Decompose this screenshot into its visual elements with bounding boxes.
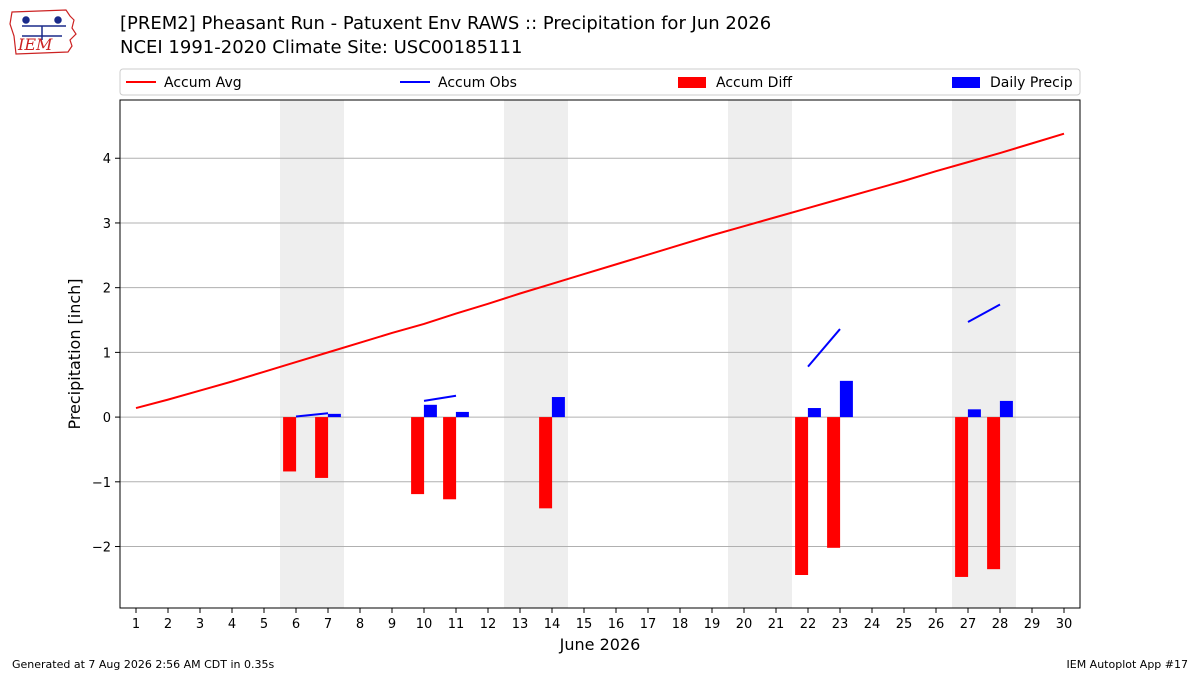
accum-diff-bar	[827, 417, 841, 548]
x-tick-label: 4	[228, 617, 236, 632]
x-tick-label: 1	[132, 617, 140, 632]
x-tick-label: 8	[356, 617, 364, 632]
x-tick-label: 10	[416, 617, 433, 632]
generated-footer: Generated at 7 Aug 2026 2:56 AM CDT in 0…	[12, 658, 275, 671]
grid-lines	[120, 157, 1080, 548]
x-tick-label: 3	[196, 617, 204, 632]
y-tick-label: −2	[92, 541, 111, 556]
daily-precip-bar	[967, 409, 981, 418]
accum-diff-bar	[539, 417, 553, 509]
x-tick-label: 23	[832, 617, 849, 632]
plot-area	[120, 100, 1080, 608]
daily-precip-bar	[423, 404, 437, 418]
legend-swatch-bar	[952, 77, 980, 88]
x-tick-label: 28	[992, 617, 1009, 632]
x-tick-label: 5	[260, 617, 268, 632]
weather-station-icon	[22, 16, 66, 40]
x-tick-label: 7	[324, 617, 332, 632]
legend-label: Accum Obs	[438, 75, 517, 91]
x-tick-label: 18	[672, 617, 689, 632]
daily-precip-bar	[455, 411, 469, 418]
y-tick-label: 3	[103, 217, 111, 232]
x-tick-label: 19	[704, 617, 721, 632]
weekend-band	[504, 100, 568, 608]
x-tick-label: 6	[292, 617, 300, 632]
weekend-shading	[280, 100, 1016, 608]
accum-diff-bar	[315, 417, 329, 478]
y-tick-label: 0	[103, 411, 111, 426]
daily-precip-bar	[999, 400, 1013, 418]
weekend-band	[728, 100, 792, 608]
accum-avg-line	[135, 132, 1065, 410]
x-tick-label: 11	[448, 617, 465, 632]
chart-title: [PREM2] Pheasant Run - Patuxent Env RAWS…	[120, 13, 772, 34]
x-tick-label: 9	[388, 617, 396, 632]
accum-diff-bar	[411, 417, 425, 495]
accum-obs-line	[423, 394, 457, 402]
x-tick-label: 25	[896, 617, 913, 632]
y-tick-label: 4	[103, 152, 111, 167]
accum-diff-bar	[795, 417, 809, 575]
chart-subtitle: NCEI 1991-2020 Climate Site: USC00185111	[120, 37, 523, 58]
weekend-band	[280, 100, 344, 608]
accum-obs-line	[295, 412, 329, 418]
x-tick-label: 12	[480, 617, 497, 632]
x-tick-label: 30	[1056, 617, 1073, 632]
daily-precip-bar	[551, 397, 565, 418]
iem-logo: IEM	[9, 9, 77, 55]
legend: Accum Avg Accum Obs Accum Diff Daily Precip	[119, 68, 1081, 96]
x-tick-label: 29	[1024, 617, 1041, 632]
plot-frame	[119, 99, 1081, 609]
lines-layer	[135, 132, 1065, 418]
x-tick-label: 16	[608, 617, 625, 632]
x-tick-label: 24	[864, 617, 881, 632]
bars-layer	[283, 380, 1013, 577]
x-tick-label: 17	[640, 617, 657, 632]
daily-precip-bar	[807, 408, 821, 418]
x-tick-label: 20	[736, 617, 753, 632]
legend-label: Daily Precip	[990, 75, 1073, 91]
axes-layer: 1 2 3 4 5 6 7 8 9 10 11 12 13 14 15 16 17 18 19 20 21 22 23 24 2…	[92, 99, 1081, 632]
y-tick-label: 2	[103, 282, 111, 297]
accum-diff-bar	[955, 417, 969, 577]
accum-obs-line	[807, 328, 841, 368]
x-tick-label: 21	[768, 617, 785, 632]
legend-swatch-bar	[678, 77, 706, 88]
legend-box	[119, 68, 1081, 96]
legend-label: Accum Avg	[164, 75, 242, 91]
accum-obs-line	[967, 303, 1001, 323]
x-tick-label: 26	[928, 617, 945, 632]
accum-diff-bar	[283, 417, 297, 472]
accum-diff-bar	[987, 417, 1001, 570]
y-axis-label: Precipitation [inch]	[65, 278, 84, 429]
x-axis-label: June 2026	[559, 635, 641, 654]
x-tick-label: 2	[164, 617, 172, 632]
accum-diff-bar	[443, 417, 457, 500]
x-tick-label: 15	[576, 617, 593, 632]
plot-background	[120, 100, 1080, 608]
y-tick-label: −1	[92, 476, 111, 491]
x-tick-label: 14	[544, 617, 561, 632]
x-tick-label: 13	[512, 617, 529, 632]
legend-label: Accum Diff	[716, 75, 792, 91]
logo-text: IEM	[17, 35, 53, 54]
daily-precip-bar	[839, 380, 853, 418]
y-tick-label: 1	[103, 346, 111, 361]
x-tick-label: 22	[800, 617, 817, 632]
daily-precip-bar	[327, 413, 341, 418]
app-footer: IEM Autoplot App #17	[1066, 658, 1189, 671]
x-tick-label: 27	[960, 617, 977, 632]
